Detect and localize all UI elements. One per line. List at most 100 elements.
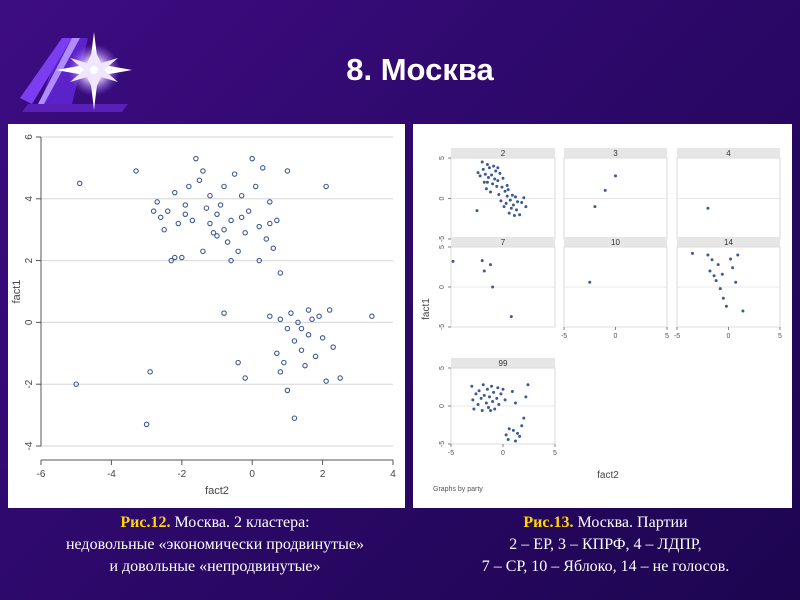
data-point	[486, 406, 490, 410]
data-point	[524, 395, 528, 399]
slide-title: 8. Москва	[346, 52, 494, 87]
data-point	[182, 211, 189, 218]
data-point	[330, 344, 336, 350]
data-point	[267, 220, 273, 227]
data-point	[277, 369, 284, 375]
data-point	[718, 287, 722, 291]
data-point	[500, 185, 504, 189]
x-tick-label: 0	[727, 333, 731, 340]
data-point	[291, 415, 298, 421]
data-point	[507, 427, 511, 431]
data-point	[168, 257, 174, 264]
data-point	[476, 171, 480, 175]
data-point	[706, 253, 710, 257]
data-point	[485, 387, 489, 391]
data-point	[734, 280, 738, 284]
data-point	[503, 398, 507, 402]
facet-strip	[564, 148, 667, 158]
data-point	[487, 395, 491, 399]
data-point	[179, 254, 185, 261]
data-point	[478, 174, 482, 178]
data-point	[203, 205, 210, 211]
data-point	[484, 401, 488, 405]
data-point	[729, 257, 733, 261]
data-point	[516, 431, 520, 435]
data-point	[518, 213, 522, 217]
data-point	[172, 189, 178, 196]
data-point	[495, 396, 499, 400]
data-point	[200, 168, 206, 174]
x-axis-label: fact2	[597, 470, 619, 481]
data-point	[496, 179, 500, 183]
x-tick-label: 5	[778, 333, 782, 340]
data-point	[277, 270, 284, 276]
facet-strip	[451, 237, 555, 247]
facet-label: 99	[499, 359, 508, 368]
data-point	[511, 428, 515, 432]
data-point	[472, 407, 476, 411]
x-tick-label: 2	[320, 469, 326, 480]
data-point	[238, 214, 245, 221]
data-point	[526, 383, 530, 387]
data-point	[502, 205, 506, 209]
data-point	[217, 202, 224, 208]
y-tick-label: 0	[439, 196, 446, 200]
data-point	[493, 177, 497, 181]
data-point	[505, 194, 509, 198]
figure-number: Рис.13.	[523, 514, 574, 531]
data-point	[143, 421, 150, 428]
y-axis-label: fact1	[421, 298, 432, 320]
data-point	[238, 192, 245, 199]
data-point	[513, 401, 517, 405]
data-point	[316, 313, 322, 319]
data-point	[481, 383, 485, 387]
data-point	[369, 313, 375, 319]
x-tick-label: 4	[390, 469, 396, 480]
data-point	[499, 392, 503, 396]
data-point	[175, 220, 182, 227]
data-point	[196, 177, 203, 184]
data-point	[214, 233, 220, 239]
data-point	[518, 434, 522, 438]
x-tick-label: -5	[674, 333, 680, 340]
data-point	[337, 375, 343, 381]
data-point	[482, 180, 486, 184]
data-point	[164, 208, 171, 214]
x-tick-label: 0	[501, 450, 505, 457]
data-point	[491, 399, 495, 403]
data-point	[482, 393, 486, 397]
data-point	[505, 184, 509, 188]
data-point	[295, 319, 301, 326]
data-point	[497, 402, 501, 406]
y-tick-label: -5	[439, 441, 446, 447]
data-point	[221, 310, 227, 316]
data-point	[708, 269, 712, 273]
data-point	[482, 269, 486, 273]
data-point	[274, 350, 280, 357]
data-point	[182, 202, 189, 208]
data-point	[260, 165, 266, 171]
data-point	[274, 217, 280, 224]
data-point	[614, 174, 617, 178]
data-point	[501, 387, 505, 391]
facet-strip	[451, 148, 555, 158]
data-point	[593, 205, 597, 209]
data-point	[147, 369, 153, 375]
y-tick-label: 0	[24, 319, 35, 325]
data-point	[480, 409, 484, 413]
data-point	[509, 206, 513, 210]
data-point	[513, 195, 517, 199]
data-point	[263, 236, 270, 242]
data-point	[706, 206, 710, 210]
data-point	[256, 223, 262, 230]
data-point	[172, 254, 178, 261]
data-point	[512, 214, 516, 218]
facet-label: 14	[724, 238, 733, 247]
data-point	[516, 200, 520, 204]
data-point	[470, 384, 474, 388]
data-point	[284, 325, 291, 332]
data-point	[504, 201, 508, 205]
data-point	[491, 182, 495, 186]
data-point	[520, 424, 524, 428]
data-point	[480, 259, 484, 263]
